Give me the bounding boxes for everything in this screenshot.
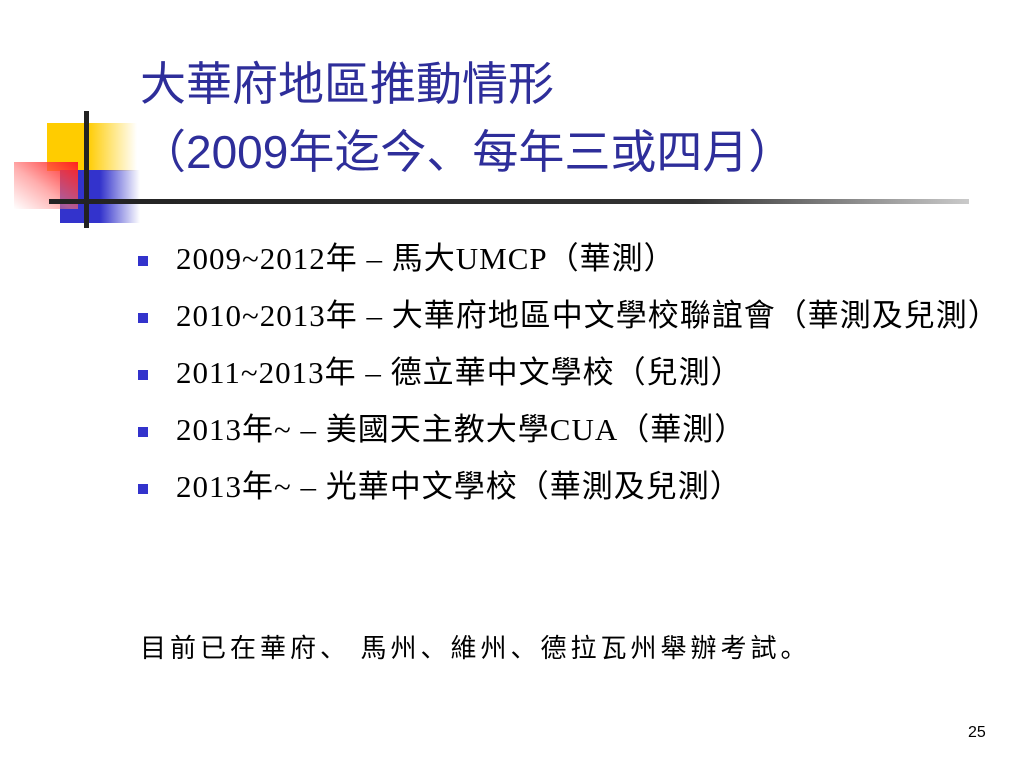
title-line-2: （2009年迄今、每年三或四月） bbox=[140, 118, 794, 186]
bullet-text: 2013年~ – 美國天主教大學CUA（華測） bbox=[176, 412, 747, 447]
title-rest: 年迄今、每年三或四月） bbox=[288, 125, 795, 179]
bullet-item: 2013年~ – 光華中文學校（華測及兒測） bbox=[136, 464, 996, 510]
slide-decoration-logo bbox=[0, 0, 200, 240]
bullet-item: 2009~2012年 – 馬大UMCP（華測） bbox=[136, 236, 996, 282]
bullet-item: 2010~2013年 – 大華府地區中文學校聯誼會（華測及兒測） bbox=[136, 293, 999, 339]
bullet-square-icon bbox=[138, 313, 148, 323]
bullet-square-icon bbox=[138, 370, 148, 380]
bullet-square-icon bbox=[138, 484, 148, 494]
title-year: 2009 bbox=[186, 126, 289, 178]
bullet-item: 2013年~ – 美國天主教大學CUA（華測） bbox=[136, 407, 996, 453]
title-line-1: 大華府地區推動情形 bbox=[140, 57, 554, 111]
bullet-text: 2013年~ – 光華中文學校（華測及兒測） bbox=[176, 469, 742, 504]
title-open-paren: （ bbox=[140, 125, 186, 179]
summary-text: 目前已在華府、 馬州、維州、德拉瓦州舉辦考試。 bbox=[140, 634, 811, 663]
bullet-square-icon bbox=[138, 427, 148, 437]
title-underline-decoration bbox=[49, 199, 969, 204]
bullet-text: 2010~2013年 – 大華府地區中文學校聯誼會（華測及兒測） bbox=[176, 298, 1000, 333]
bullet-item: 2011~2013年 – 德立華中文學校（兒測） bbox=[136, 350, 996, 396]
bullet-text: 2011~2013年 – 德立華中文學校（兒測） bbox=[176, 355, 743, 390]
page-number: 25 bbox=[968, 724, 986, 741]
bullet-text: 2009~2012年 – 馬大UMCP（華測） bbox=[176, 241, 676, 276]
slide-title: 大華府地區推動情形 （2009年迄今、每年三或四月） bbox=[140, 50, 794, 186]
vertical-line-decoration bbox=[84, 111, 89, 228]
bullet-square-icon bbox=[138, 256, 148, 266]
bullet-list: 2009~2012年 – 馬大UMCP（華測） 2010~2013年 – 大華府… bbox=[136, 236, 999, 521]
